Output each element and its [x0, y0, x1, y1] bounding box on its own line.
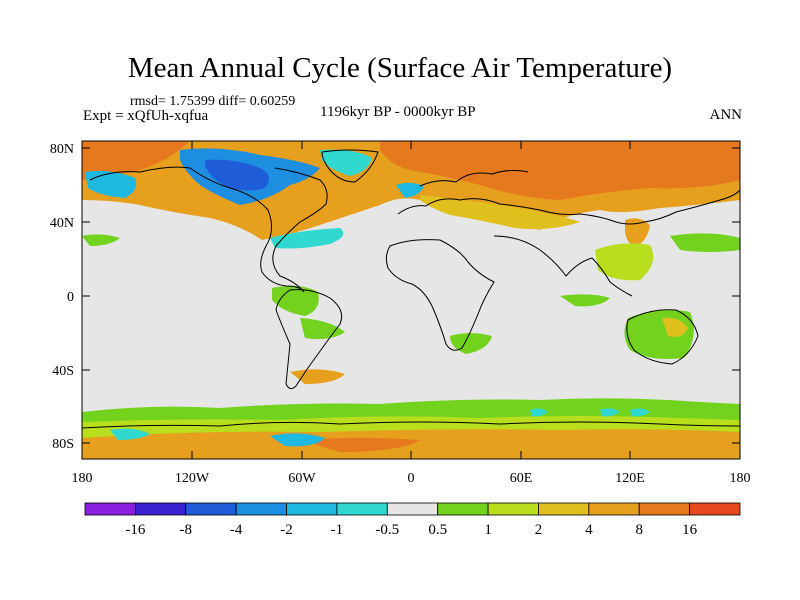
coast-north-america — [89, 166, 328, 293]
lat-tick-80s: 80S — [52, 437, 74, 452]
antarctic-coast-cool-1 — [530, 408, 548, 417]
lon-tick-180w: 180 — [72, 471, 93, 486]
pacific-north-green — [82, 234, 120, 246]
coastlines — [81, 149, 741, 429]
amundsen-cool — [110, 428, 150, 440]
lon-tick-0: 0 — [408, 471, 415, 486]
lon-tick-60w: 60W — [288, 471, 316, 486]
lon-tick-60e: 60E — [510, 471, 533, 486]
stats-label: rmsd= 1.75399 diff= 0.60259 — [130, 94, 296, 109]
period-label: 1196kyr BP - 0000kyr BP — [320, 104, 476, 120]
lon-axis — [191, 141, 631, 459]
antarctica-strong-warm — [300, 438, 420, 452]
colorbar-swatch — [134, 502, 187, 516]
colorbar-label: 0.5 — [428, 522, 447, 538]
greenland-cool — [320, 149, 372, 176]
colorbar-label: 8 — [635, 522, 643, 538]
north-america-cool-core — [205, 159, 269, 191]
coast-australia — [626, 309, 699, 365]
colorbar-label: -16 — [125, 522, 145, 538]
colorbar-label: 4 — [585, 522, 593, 538]
colorbar-label: 16 — [682, 522, 698, 538]
lat-tick-0: 0 — [67, 290, 74, 305]
east-asia-green — [595, 243, 654, 281]
experiment-label: Expt = xQfUh-xqfua — [83, 108, 209, 124]
colorbar-label: 2 — [535, 522, 543, 538]
colorbar-label: -1 — [331, 522, 344, 538]
pacific-east-green — [670, 233, 740, 252]
indian-ocean-green — [560, 294, 610, 307]
south-america-green — [272, 285, 319, 316]
colorbar: -16 -8 -4 -2 -1 -0.5 0.5 1 2 4 8 16 — [84, 502, 741, 538]
antarctic-coast-cool-3 — [630, 408, 650, 417]
coast-greenland — [321, 149, 379, 183]
colorbar-swatch — [638, 502, 691, 516]
colorbar-swatch — [437, 502, 489, 516]
colorbar-swatch — [286, 502, 338, 516]
colorbar-label: -0.5 — [375, 522, 399, 538]
arctic-strong-warm — [380, 141, 740, 200]
ross-sea-cool — [270, 433, 325, 447]
south-atlantic-orange — [290, 369, 345, 384]
colorbar-swatch — [588, 502, 640, 516]
colorbar-swatch — [386, 502, 439, 516]
coast-eurasia — [397, 189, 741, 225]
alaska-cool — [85, 170, 137, 198]
coast-south-america — [275, 289, 343, 390]
colorbar-swatch — [487, 502, 539, 516]
lon-tick-120w: 120W — [175, 471, 210, 486]
colorbar-swatch — [185, 502, 237, 516]
colorbar-swatch — [538, 502, 590, 516]
lat-axis — [82, 147, 740, 444]
north-atlantic-cool — [270, 228, 344, 249]
coast-antarctica — [81, 421, 741, 429]
antarctic-coast-cool-2 — [600, 408, 620, 417]
arctic-strong-warm-2 — [82, 141, 190, 180]
colorbar-swatch — [235, 502, 287, 516]
colorbar-label: 1 — [484, 522, 492, 538]
anomaly-fields — [82, 141, 740, 459]
colorbar-swatch — [336, 502, 388, 516]
antarctica-warm — [82, 429, 740, 459]
season-label: ANN — [709, 107, 743, 123]
south-atlantic-green — [300, 318, 345, 340]
colorbar-label: -8 — [180, 522, 193, 538]
europe-mid-warm — [420, 195, 580, 230]
lat-tick-40n: 40N — [50, 216, 74, 231]
australia-green — [624, 310, 694, 359]
colorbar-label: -2 — [280, 522, 293, 538]
colorbar-swatch — [84, 502, 136, 516]
lon-tick-180e: 180 — [730, 471, 751, 486]
coast-europe-north — [419, 169, 529, 187]
coast-asia-south — [493, 235, 633, 297]
coast-africa — [385, 239, 495, 351]
map-title: Mean Annual Cycle (Surface Air Temperatu… — [127, 52, 673, 84]
lat-tick-80n: 80N — [50, 142, 74, 157]
colorbar-label: -4 — [230, 522, 243, 538]
lon-tick-120e: 120E — [615, 471, 645, 486]
siberia-cool — [396, 182, 424, 198]
australia-warm — [662, 317, 688, 337]
colorbar-swatch — [689, 502, 741, 516]
lat-tick-40s: 40S — [52, 364, 74, 379]
east-asia-warm — [624, 218, 650, 248]
